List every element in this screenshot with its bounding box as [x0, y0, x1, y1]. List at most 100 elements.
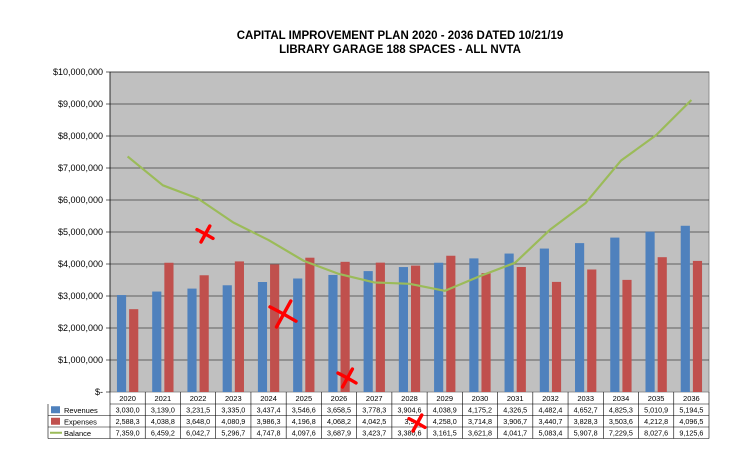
data-label-balance-2027: 3,423,7 [362, 428, 386, 437]
expenses-bar-2031 [516, 266, 526, 392]
data-label-balance-2021: 6,459,2 [151, 428, 175, 437]
x-tick-label-2035: 2035 [648, 394, 665, 403]
y-tick-label: $9,000,000 [58, 99, 103, 109]
y-tick-label: $10,000,000 [53, 67, 103, 77]
data-label-revenues-2022: 3,231,5 [186, 405, 210, 414]
expenses-bar-2021 [164, 262, 174, 392]
x-stroke [411, 413, 424, 433]
data-label-balance-2022: 6,042,7 [186, 428, 210, 437]
data-label-revenues-2035: 5,010,9 [644, 405, 668, 414]
y-tick-label: $3,000,000 [58, 291, 103, 301]
red-x-mark [407, 413, 427, 433]
data-label-balance-2020: 7,359,0 [116, 428, 140, 437]
data-label-revenues-2029: 4,038,9 [433, 405, 457, 414]
bar-series [116, 225, 703, 392]
data-label-balance-2025: 4,097,6 [292, 428, 316, 437]
expenses-bar-2033 [587, 269, 597, 392]
data-label-expenses-2029: 4,258,0 [433, 417, 457, 426]
red-x-mark [268, 299, 298, 329]
expenses-bar-2030 [481, 273, 491, 392]
data-label-balance-2030: 3,621,8 [468, 428, 492, 437]
legend-label-expenses: Expenses [64, 417, 97, 426]
data-label-balance-2036: 9,125,6 [679, 428, 703, 437]
legend-label-balance: Balance [64, 429, 91, 438]
x-tick-label-2026: 2026 [331, 394, 348, 403]
y-axis: $- $1,000,000 $2,000,000 $3,000,000 $4,000,0… [53, 67, 111, 397]
data-label-expenses-2032: 3,440,7 [538, 417, 562, 426]
revenues-bar-2029 [434, 262, 444, 392]
data-label-expenses-2024: 3,986,3 [257, 417, 281, 426]
data-label-balance-2034: 7,229,5 [609, 428, 633, 437]
expenses-bar-2025 [305, 257, 315, 392]
revenues-bar-2027 [363, 271, 373, 392]
x-tick-label-2028: 2028 [401, 394, 418, 403]
red-x-annotations [195, 224, 427, 433]
expenses-bar-2027 [375, 262, 385, 392]
data-label-expenses-2026: 4,068,2 [327, 417, 351, 426]
revenues-bar-2031 [504, 253, 514, 392]
revenues-bar-2033 [575, 243, 585, 392]
expenses-bar-2035 [657, 257, 667, 392]
data-label-balance-2026: 3,687,9 [327, 428, 351, 437]
data-label-revenues-2024: 3,437,4 [257, 405, 281, 414]
y-tick-label: $- [95, 387, 103, 397]
y-tick-label: $7,000,000 [58, 163, 103, 173]
data-label-revenues-2020: 3,030,0 [116, 405, 140, 414]
x-tick-label-2030: 2030 [472, 394, 489, 403]
x-stroke [274, 299, 293, 329]
chart-title-line2: LIBRARY GARAGE 188 SPACES - ALL NVTA [279, 44, 521, 56]
data-label-expenses-2035: 4,212,8 [644, 417, 668, 426]
expenses-bar-2029 [446, 255, 456, 392]
x-tick-label-2031: 2031 [507, 394, 524, 403]
data-label-expenses-2034: 3,503,6 [609, 417, 633, 426]
data-label-revenues-2031: 4,326,5 [503, 405, 527, 414]
y-tick-label: $8,000,000 [58, 131, 103, 141]
x-tick-label-2029: 2029 [436, 394, 453, 403]
y-tick-label: $5,000,000 [58, 227, 103, 237]
x-stroke [340, 367, 355, 389]
data-label-expenses-2031: 3,906,7 [503, 417, 527, 426]
expenses-bar-2032 [551, 281, 562, 392]
data-label-balance-2029: 3,161,5 [433, 428, 457, 437]
x-stroke [199, 224, 212, 244]
data-label-revenues-2027: 3,778,3 [362, 405, 386, 414]
data-label-revenues-2021: 3,139,0 [151, 405, 175, 414]
x-tick-label-2025: 2025 [295, 394, 312, 403]
data-label-balance-2024: 4,747,8 [257, 428, 281, 437]
data-label-balance-2035: 8,027,6 [644, 428, 668, 437]
data-label-expenses-2036: 4,096,5 [679, 417, 703, 426]
expenses-bar-2020 [129, 309, 139, 392]
data-label-balance-2023: 5,296,7 [221, 428, 245, 437]
x-tick-label-2020: 2020 [119, 394, 136, 403]
expenses-bar-2024 [270, 264, 280, 392]
legend-key-revenues [51, 406, 60, 414]
revenues-bar-2028 [398, 267, 408, 392]
y-tick-label: $6,000,000 [58, 195, 103, 205]
revenues-bar-2032 [539, 248, 549, 392]
gridlines [110, 71, 709, 361]
revenues-bar-2023 [222, 285, 232, 392]
x-tick-label-2024: 2024 [260, 394, 277, 403]
data-label-balance-2028: 3,380,6 [398, 428, 422, 437]
data-label-balance-2031: 4,041,7 [503, 428, 527, 437]
x-tick-label-2032: 2032 [542, 394, 559, 403]
data-label-revenues-2033: 4,652,7 [574, 405, 598, 414]
data-label-revenues-2030: 4,175,2 [468, 405, 492, 414]
y-tick-label: $2,000,000 [58, 323, 103, 333]
x-tick-label-2034: 2034 [613, 394, 630, 403]
data-label-revenues-2034: 4,825,3 [609, 405, 633, 414]
x-tick-label-2023: 2023 [225, 394, 242, 403]
expenses-bar-2026 [340, 261, 350, 392]
x-tick-label-2027: 2027 [366, 394, 383, 403]
y-tick-label: $1,000,000 [58, 355, 103, 365]
y-tick-label: $4,000,000 [58, 259, 103, 269]
expenses-bar-2023 [234, 261, 244, 392]
expenses-bar-2028 [411, 265, 421, 392]
revenues-bar-2035 [645, 231, 655, 392]
data-label-expenses-2020: 2,588,3 [116, 417, 140, 426]
revenues-bar-2024 [257, 282, 268, 392]
x-tick-label-2033: 2033 [577, 394, 594, 403]
x-tick-label-2036: 2036 [683, 394, 700, 403]
data-label-expenses-2033: 3,828,3 [574, 417, 598, 426]
